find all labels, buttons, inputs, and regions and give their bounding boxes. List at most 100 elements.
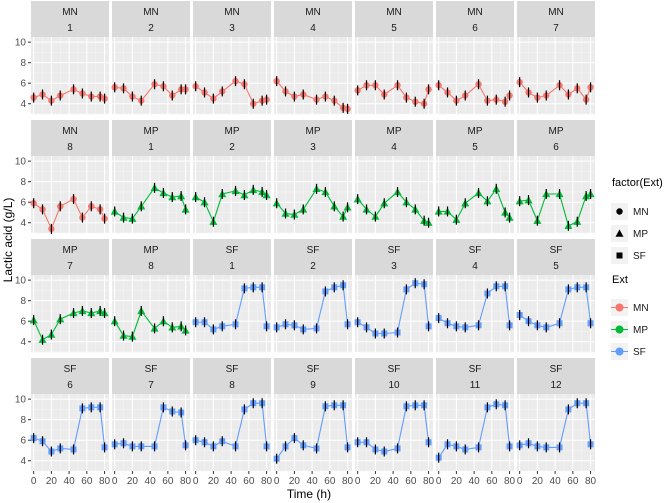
facet-label-ext: SF <box>307 364 320 375</box>
facet-strip <box>193 1 271 37</box>
facet-panel: MN 1 <box>30 1 109 115</box>
x-tick-label: 80 <box>261 476 273 487</box>
x-tick-label: 0 <box>517 476 523 487</box>
facet-strip <box>31 1 109 37</box>
y-tick-label: 10 <box>15 38 27 49</box>
x-tick-label: 80 <box>504 476 516 487</box>
facet-label-num: 7 <box>553 23 559 34</box>
facet-panel: SF 2 <box>273 239 352 353</box>
facet-label-num: 8 <box>148 261 154 272</box>
facet-strip <box>31 358 109 394</box>
legend-color-label: MN <box>633 303 649 314</box>
facet-strip <box>274 358 352 394</box>
x-tick-label: 60 <box>81 476 93 487</box>
y-tick-label: 6 <box>20 198 26 209</box>
y-tick-label: 6 <box>20 436 26 447</box>
facet-panel: MP 6 <box>515 120 595 234</box>
legend-color-dot-icon <box>615 325 624 334</box>
facet-panel: MP 1 <box>110 120 190 234</box>
facet-label-ext: MN <box>548 7 564 18</box>
facet-label-num: 4 <box>391 142 397 153</box>
facet-panel: MN 8 <box>30 120 109 234</box>
y-axis-title: Lactic acid (g/L) <box>1 198 15 283</box>
facet-label-ext: SF <box>388 245 401 256</box>
facet-label-num: 5 <box>472 142 478 153</box>
x-tick-label: 40 <box>388 476 400 487</box>
facet-label-num: 5 <box>553 261 559 272</box>
facet-strip <box>112 1 190 37</box>
facet-panel: MP 4 <box>353 120 433 234</box>
legend-color-dot-icon <box>615 303 624 312</box>
facet-panel: MP 3 <box>272 120 352 234</box>
x-tick-label: 40 <box>307 476 319 487</box>
x-tick-label: 0 <box>436 476 442 487</box>
facet-label-ext: MP <box>225 126 240 137</box>
facet-label-ext: MN <box>224 7 240 18</box>
y-tick-label: 4 <box>20 99 26 110</box>
facet-strip <box>436 358 514 394</box>
facet-label-num: 10 <box>388 380 400 391</box>
facet-label-ext: SF <box>550 364 563 375</box>
facet-label-num: 7 <box>148 380 154 391</box>
panel-background <box>193 156 271 233</box>
panel-background <box>112 394 190 471</box>
panel-background <box>274 275 352 352</box>
facet-label-ext: MN <box>305 7 321 18</box>
facet-strip <box>193 120 271 156</box>
x-tick-label: 40 <box>64 476 76 487</box>
facet-panel: SF 4 <box>435 239 514 353</box>
x-tick-label: 40 <box>145 476 157 487</box>
facet-panel: MN 2 <box>111 1 190 115</box>
facet-strip <box>355 1 433 37</box>
y-tick-label: 10 <box>15 395 27 406</box>
facet-label-num: 4 <box>472 261 478 272</box>
x-tick-label: 20 <box>370 476 382 487</box>
facet-strip <box>31 239 109 275</box>
facet-label-ext: SF <box>307 245 320 256</box>
facet-label-ext: MN <box>386 7 402 18</box>
x-tick-label: 0 <box>355 476 361 487</box>
x-tick-label: 0 <box>31 476 37 487</box>
facet-label-ext: SF <box>388 364 401 375</box>
x-axis-title: Time (h) <box>287 487 331 501</box>
x-tick-label: 20 <box>289 476 301 487</box>
facet-label-num: 1 <box>67 23 73 34</box>
y-tick-label: 6 <box>20 79 26 90</box>
facet-label-ext: MP <box>144 126 159 137</box>
facet-strip <box>193 239 271 275</box>
legend-color-label: SF <box>633 347 646 358</box>
x-tick-label: 60 <box>486 476 498 487</box>
facet-label-ext: MN <box>143 7 159 18</box>
facet-panel: SF 8 <box>192 358 271 472</box>
facet-panel: SF 11 <box>435 358 514 472</box>
facet-label-num: 12 <box>550 380 562 391</box>
x-tick-label: 20 <box>208 476 220 487</box>
facet-label-num: 9 <box>310 380 316 391</box>
facet-strip <box>274 120 352 156</box>
x-tick-label: 20 <box>46 476 58 487</box>
facet-label-ext: MP <box>468 126 483 137</box>
facet-strip <box>193 358 271 394</box>
panel-background <box>517 394 595 471</box>
y-tick-label: 6 <box>20 317 26 328</box>
facet-label-num: 2 <box>310 261 316 272</box>
facet-panel: MN 7 <box>516 1 595 115</box>
facet-panel: MP 8 <box>110 239 190 353</box>
legend-shape-circle-icon <box>616 208 623 215</box>
panel-background <box>436 394 514 471</box>
facet-panel: SF 3 <box>354 239 433 353</box>
y-tick-label: 4 <box>20 218 26 229</box>
facet-strip <box>355 120 433 156</box>
facet-strip <box>355 358 433 394</box>
facet-label-num: 7 <box>67 261 73 272</box>
facet-panel: MP 5 <box>434 120 514 234</box>
y-tick-label: 8 <box>20 58 26 69</box>
facet-label-num: 1 <box>148 142 154 153</box>
facet-strip <box>517 358 595 394</box>
facet-panel: SF 7 <box>111 358 190 472</box>
legend-shape-label: MP <box>633 229 648 240</box>
facet-panel: SF 6 <box>30 358 109 472</box>
x-tick-label: 20 <box>451 476 463 487</box>
